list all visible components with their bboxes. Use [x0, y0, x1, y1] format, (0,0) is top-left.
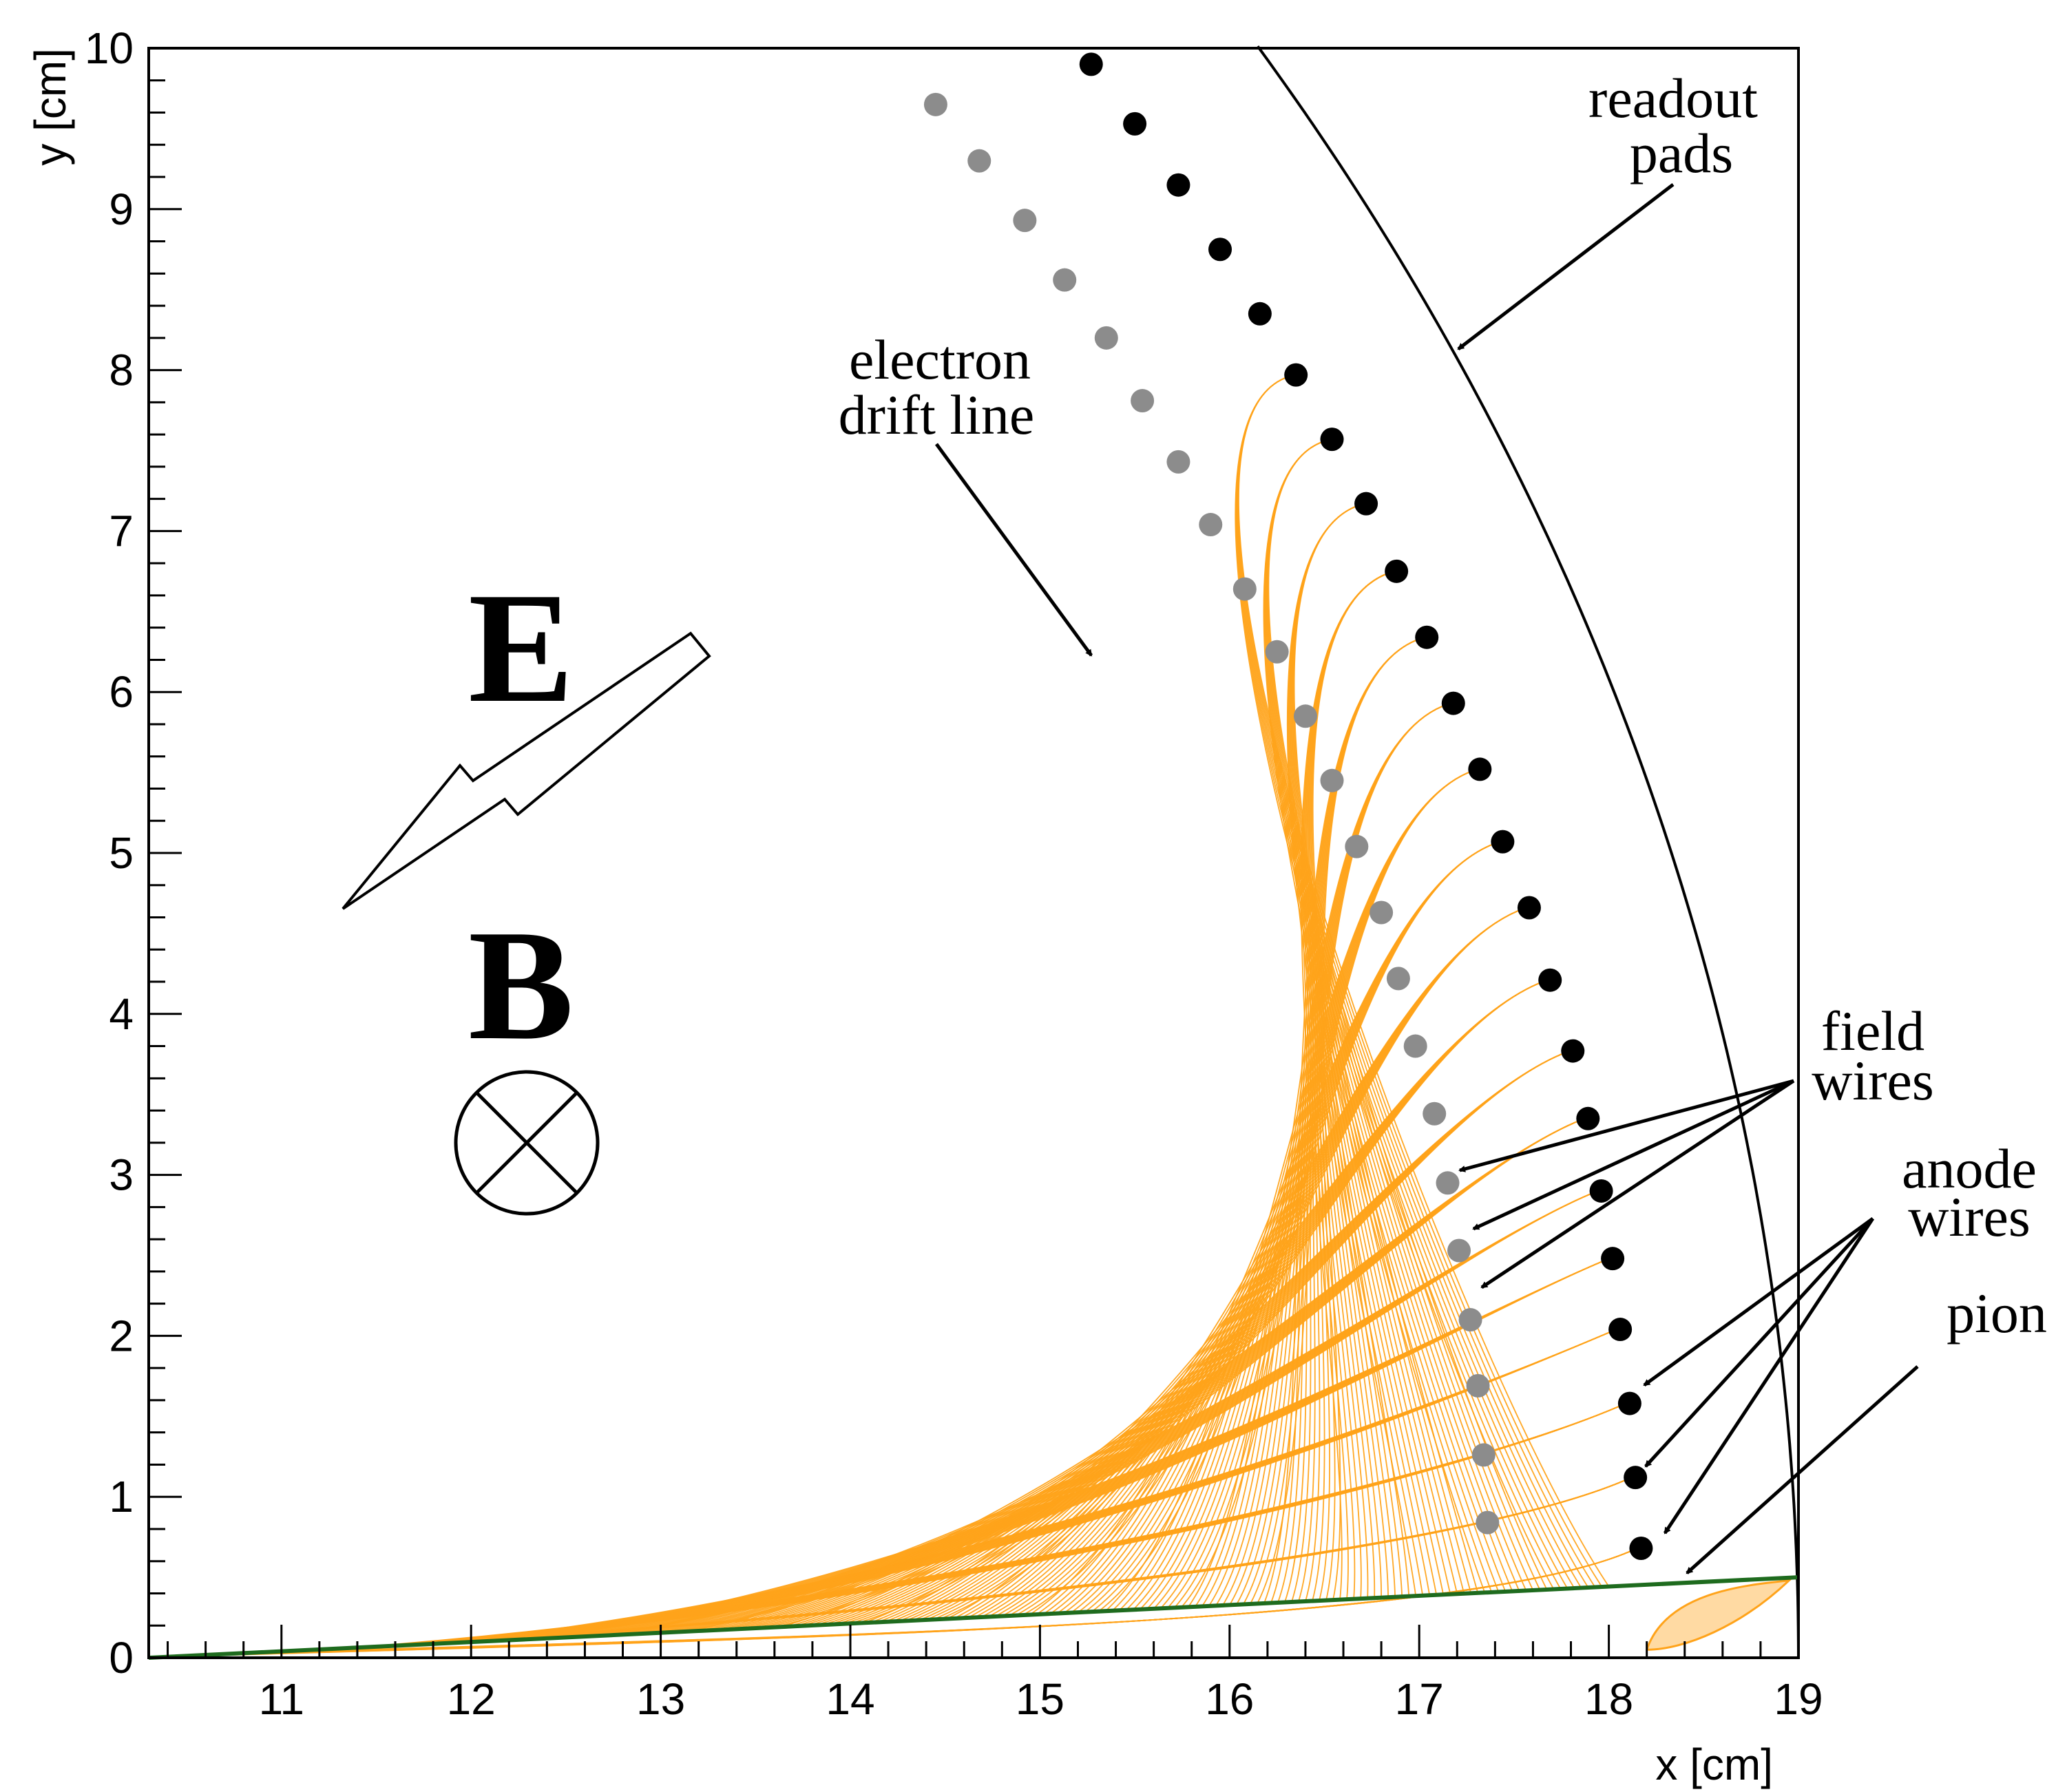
field-wire-point	[1131, 389, 1155, 413]
y-tick-label: 10	[85, 23, 134, 73]
field-wire-point	[1053, 268, 1077, 292]
anode-wire-point	[1617, 1391, 1641, 1415]
pion-label: pion	[1947, 1282, 2047, 1345]
y-tick-label: 8	[109, 346, 134, 395]
field-wire-point	[1471, 1443, 1496, 1467]
anode-wire-point	[1208, 238, 1232, 262]
y-tick-label: 1	[109, 1472, 134, 1521]
electron-pointer	[934, 443, 1093, 657]
drift-line	[1238, 377, 1610, 1588]
field-wire-point	[967, 149, 991, 173]
drift-loop	[1646, 1579, 1792, 1651]
x-tick-label: 16	[1205, 1674, 1254, 1724]
field-wires-label-line2: wires	[1812, 1049, 1934, 1112]
field-wire-point	[1386, 967, 1410, 991]
y-axis-title: y [cm]	[25, 48, 75, 166]
field-wire-point	[1345, 834, 1369, 858]
field-wire-point	[1370, 900, 1394, 925]
y-tick-label: 9	[109, 185, 134, 234]
anode-wire-point	[1079, 52, 1103, 76]
anode-wire-point	[1601, 1247, 1625, 1271]
electron-label-line1: electron	[849, 328, 1031, 391]
field-wire-point	[1199, 513, 1223, 537]
field-wire-point	[1476, 1510, 1500, 1535]
anode-wire-point	[1491, 830, 1515, 854]
x-tick-label: 11	[259, 1674, 304, 1724]
x-axis-title: x [cm]	[1655, 1740, 1773, 1789]
anode-wires-label-line2: wires	[1908, 1185, 2031, 1248]
anode-wire-point	[1385, 559, 1409, 583]
y-tick-label: 7	[109, 506, 134, 556]
field-wire-pointers	[1458, 1079, 1795, 1289]
field-wire-point	[1458, 1308, 1482, 1332]
anode-wire-point	[1624, 1466, 1648, 1490]
x-tick-label: 14	[826, 1674, 874, 1724]
anode-wire-point	[1284, 363, 1308, 387]
electron-label-line2: drift line	[839, 383, 1035, 446]
anode-wire-point	[1561, 1039, 1585, 1063]
field-wire-point	[1013, 209, 1037, 233]
drift-lines	[167, 377, 1792, 1658]
y-tick-label: 5	[109, 828, 134, 878]
anode-wire-point	[1123, 112, 1147, 136]
field-wires-label-line1: field	[1821, 1000, 1924, 1062]
field-wire-point	[1232, 577, 1257, 601]
readout-label-line2: pads	[1630, 122, 1733, 185]
y-tick-labels: 0 1 2 3 4 5 6 7 8 9 10	[85, 23, 134, 1683]
x-tick-label: 12	[447, 1674, 496, 1724]
field-wire-point	[1436, 1171, 1460, 1195]
anode-wire-point	[1608, 1318, 1633, 1342]
anode-wire-point	[1576, 1106, 1600, 1130]
field-wire-point	[1320, 768, 1344, 792]
anode-wire-point	[1629, 1537, 1653, 1561]
field-wire-point	[1466, 1373, 1490, 1398]
drift-line	[250, 1550, 1630, 1654]
field-wire-point	[1265, 640, 1289, 664]
field-wire-point	[923, 92, 947, 116]
anode-wire-point	[1441, 691, 1465, 715]
e-field-label: E	[468, 560, 574, 735]
field-wire-point	[1403, 1034, 1427, 1058]
pion-track-line	[148, 1575, 1799, 1660]
anode-wire-point	[1468, 757, 1492, 781]
x-tick-label: 13	[636, 1674, 685, 1724]
y-tick-label: 3	[109, 1150, 134, 1200]
y-tick-label: 6	[109, 667, 134, 717]
anode-wire-point	[1248, 302, 1272, 326]
y-tick-label: 0	[109, 1633, 134, 1683]
field-wire-point	[1293, 704, 1317, 728]
y-tick-label: 4	[109, 989, 134, 1039]
field-wire-point	[1423, 1101, 1447, 1126]
anode-wire-point	[1589, 1179, 1613, 1203]
x-tick-label: 15	[1016, 1674, 1064, 1724]
pion-pointer	[1686, 1365, 1919, 1574]
anode-wire-point	[1320, 428, 1344, 452]
x-tick-label: 17	[1395, 1674, 1444, 1724]
b-field-label: B	[468, 897, 574, 1073]
b-field-into-page-icon	[454, 1070, 600, 1216]
anode-wire-point	[1415, 625, 1439, 649]
anode-wire-point	[1538, 968, 1562, 992]
anode-wire-point	[1354, 492, 1378, 516]
anode-wires-label-line1: anode	[1902, 1137, 2037, 1200]
wire-markers	[923, 52, 1653, 1561]
field-wire-point	[1094, 326, 1118, 350]
anode-wire-pointers	[1643, 1216, 1875, 1535]
x-tick-label: 18	[1584, 1674, 1633, 1724]
anode-wire-point	[1166, 173, 1190, 197]
e-field-arrow	[342, 631, 711, 910]
axis-ticks	[149, 47, 1800, 1659]
drift-line	[774, 1121, 1577, 1628]
x-tick-label: 19	[1774, 1674, 1823, 1724]
readout-pointer	[1457, 183, 1675, 350]
field-wire-point	[1166, 450, 1190, 474]
y-tick-label: 2	[109, 1311, 134, 1360]
field-wire-point	[1447, 1238, 1471, 1263]
readout-pads-arc	[1256, 45, 1800, 1658]
x-tick-labels: 11 12 13 14 15 16 17 18 19	[259, 1674, 1823, 1724]
anode-wire-point	[1517, 896, 1541, 920]
readout-label-line1: readout	[1588, 67, 1758, 129]
